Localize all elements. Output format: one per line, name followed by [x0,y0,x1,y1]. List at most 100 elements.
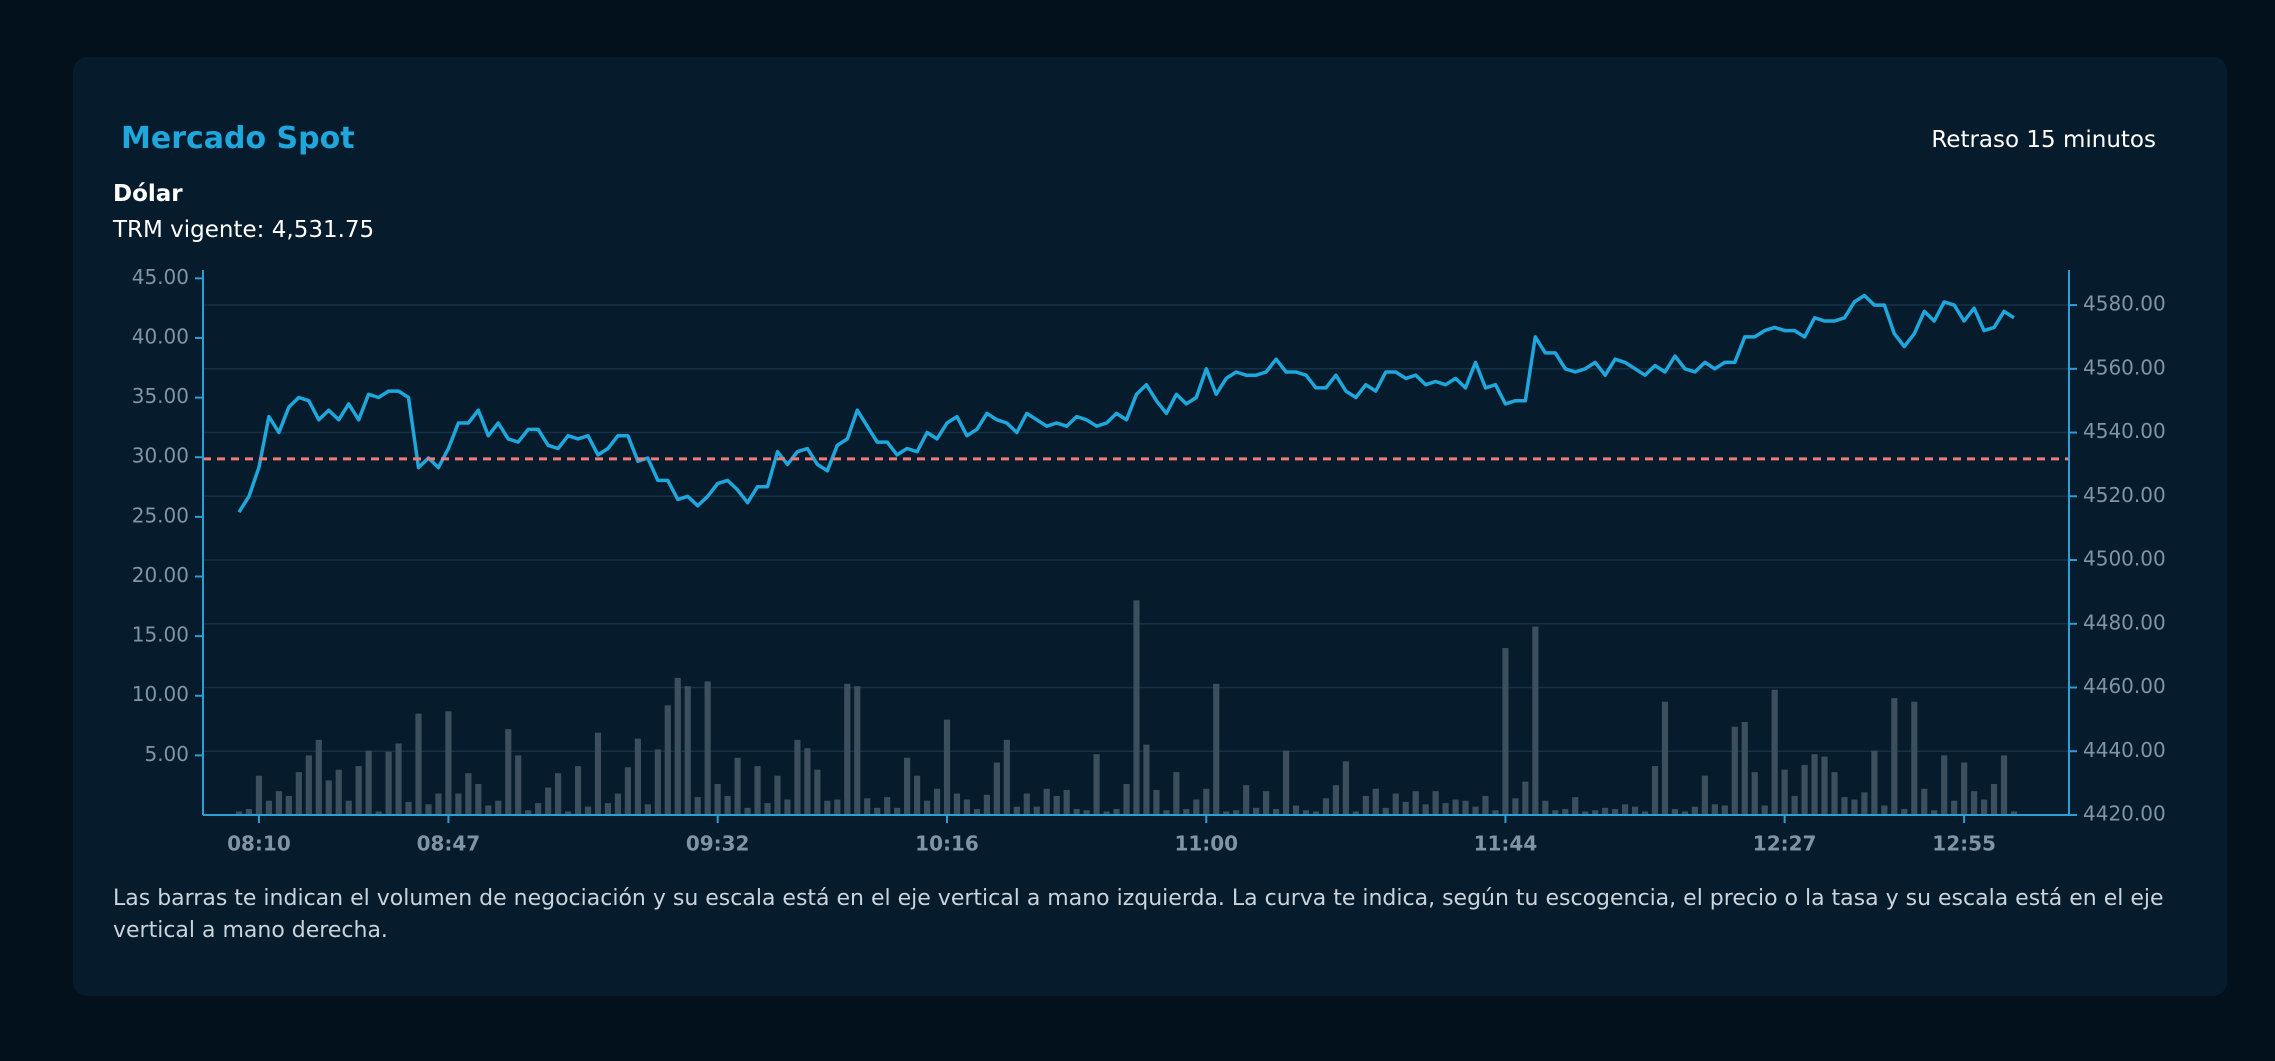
volume-bar [834,799,841,815]
y2-tick-label: 4420.00 [2083,802,2166,826]
volume-bar [714,783,721,815]
volume-bar [1631,806,1639,815]
y-tick-label: 25.00 [132,503,189,527]
volume-bar [355,766,362,815]
y2-tick-label: 4500.00 [2083,547,2166,571]
volume-bar [1671,809,1679,815]
volume-bar [784,799,791,815]
volume-bar [664,705,671,815]
volume-bar [1422,804,1429,815]
volume-bar [794,739,801,815]
volume-bar [933,788,941,815]
volume-bar [2000,755,2008,815]
volume-bar [1312,811,1320,815]
volume-bar [1751,772,1758,815]
volume-bar [1961,762,1968,815]
x-tick-label: 10:16 [915,832,979,856]
volume-bar [1861,792,1868,815]
volume-bar [1063,789,1070,815]
volume-bar [894,807,901,815]
volume-bar [1891,698,1898,815]
volume-bar [1502,648,1509,815]
volume-bar [654,749,661,815]
volume-bar [1073,809,1080,815]
volume-bar [1911,701,1918,815]
volume-bar [1602,807,1609,815]
volume-bar [1332,785,1340,815]
volume-bar [315,739,322,815]
volume-bar [555,773,562,815]
volume-bar [1472,806,1479,815]
volume-bar [1143,744,1150,815]
volume-bar [1342,761,1349,815]
volume-bar [1831,772,1838,815]
volume-bar [1721,805,1728,815]
volume-bar [724,795,731,815]
instrument: Dólar [113,181,183,207]
volume-bar [1113,809,1120,815]
volume-bar [1841,797,1848,815]
volume-bar [425,804,432,815]
volume-bar [1123,783,1130,815]
volume-bar [1442,803,1449,815]
volume-bar [1971,791,1978,815]
volume-bar [814,769,821,815]
volume-bar [435,793,442,815]
volume-bar [1582,811,1589,815]
volume-bar [265,800,273,815]
volume-bar [1292,805,1300,815]
volume-bar [1761,805,1768,815]
volume-bar [993,762,1000,815]
volume-bar [1223,811,1230,815]
y2-tick-label: 4480.00 [2083,610,2166,634]
volume-bar [1522,781,1529,815]
volume-bar [1542,800,1549,815]
volume-bar [1781,769,1788,815]
volume-bar [1931,810,1938,815]
volume-bar [734,757,741,815]
volume-bar [1203,788,1210,815]
volume-bar [1163,810,1170,815]
y-tick-label: 40.00 [132,324,189,348]
volume-bar [1173,772,1180,815]
volume-bar [1093,754,1100,815]
volume-bar [535,803,542,815]
card: Mercado Spot Retraso 15 minutos Dólar TR… [73,57,2227,996]
volume-bar [2010,811,2018,815]
volume-bar [1263,791,1270,815]
x-tick-label: 11:00 [1174,832,1238,856]
volume-bar [485,805,492,815]
volume-bar [285,795,292,815]
volume-bar [644,804,651,815]
volume-bar [235,811,243,815]
volume-bar [884,797,891,815]
volume-bar [495,800,502,815]
x-tick-label: 08:47 [417,832,481,856]
volume-bar [445,711,452,815]
y-tick-label: 45.00 [132,265,189,289]
volume-bar [923,800,931,815]
volume-bar [1871,750,1878,815]
volume-bar [1552,810,1559,815]
volume-bar [1372,788,1379,815]
volume-bar [1402,801,1409,815]
x-tick-label: 08:10 [227,832,291,856]
volume-bar [973,809,981,815]
volume-bar [465,773,472,815]
volume-bar [963,799,971,815]
volume-bar [1153,789,1160,815]
volume-bar [764,803,771,815]
volume-bar [844,683,851,815]
volume-bar [545,787,552,815]
volume-bar [1941,755,1948,815]
volume-bar [1851,799,1858,815]
volume-bar [295,772,302,815]
volume-bar [1452,799,1459,815]
volume-bar [1562,809,1569,815]
volume-bar [275,791,282,815]
volume-bar [1352,811,1359,815]
delay-note: Retraso 15 minutos [1931,127,2156,153]
volume-bar [564,811,572,815]
volume-bar [1013,806,1020,815]
volume-bar [694,797,701,815]
